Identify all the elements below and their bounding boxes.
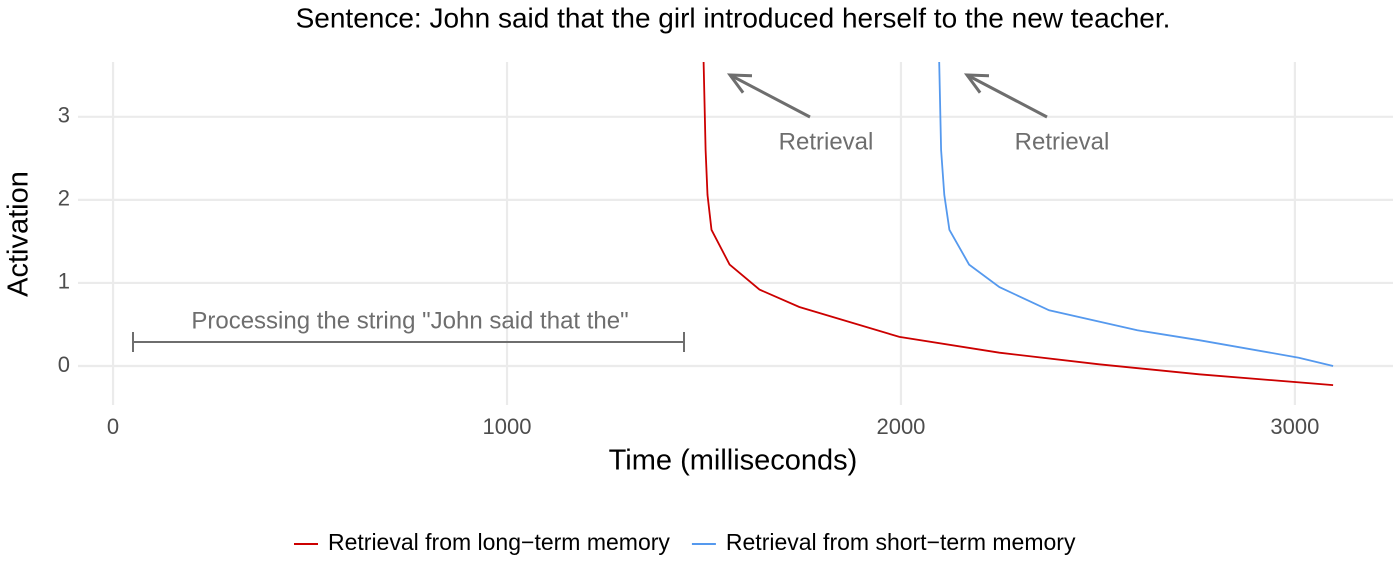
annotation-label: Retrieval bbox=[1015, 128, 1110, 155]
annotation-bracket bbox=[132, 332, 685, 352]
y-tick-label: 3 bbox=[58, 103, 70, 128]
y-tick-label: 0 bbox=[58, 352, 70, 377]
series-line bbox=[702, 62, 1334, 386]
legend: Retrieval from long−term memory Retrieval… bbox=[294, 529, 1076, 555]
x-axis-title: Time (milliseconds) bbox=[609, 445, 858, 477]
x-tick-label: 0 bbox=[107, 414, 119, 439]
annotation-arrow bbox=[966, 73, 1048, 119]
legend-label: Retrieval from short−term memory bbox=[726, 529, 1076, 555]
arrow-head bbox=[726, 73, 753, 94]
legend-label: Retrieval from long−term memory bbox=[328, 529, 670, 555]
y-tick-label: 2 bbox=[58, 186, 70, 211]
plot-area bbox=[702, 62, 1334, 386]
series-line bbox=[938, 62, 1334, 367]
annotation-label: Retrieval bbox=[779, 128, 874, 155]
x-tick-label: 2000 bbox=[876, 414, 925, 439]
annotation-arrow bbox=[729, 73, 811, 119]
arrow-head bbox=[963, 73, 990, 94]
x-tick-label: 1000 bbox=[483, 414, 532, 439]
chart-title: Sentence: John said that the girl introd… bbox=[296, 2, 1171, 33]
y-tick-label: 1 bbox=[58, 269, 70, 294]
annotation-label: Processing the string "John said that th… bbox=[191, 307, 628, 334]
y-axis-title: Activation bbox=[3, 171, 35, 297]
x-tick-label: 3000 bbox=[1270, 414, 1319, 439]
